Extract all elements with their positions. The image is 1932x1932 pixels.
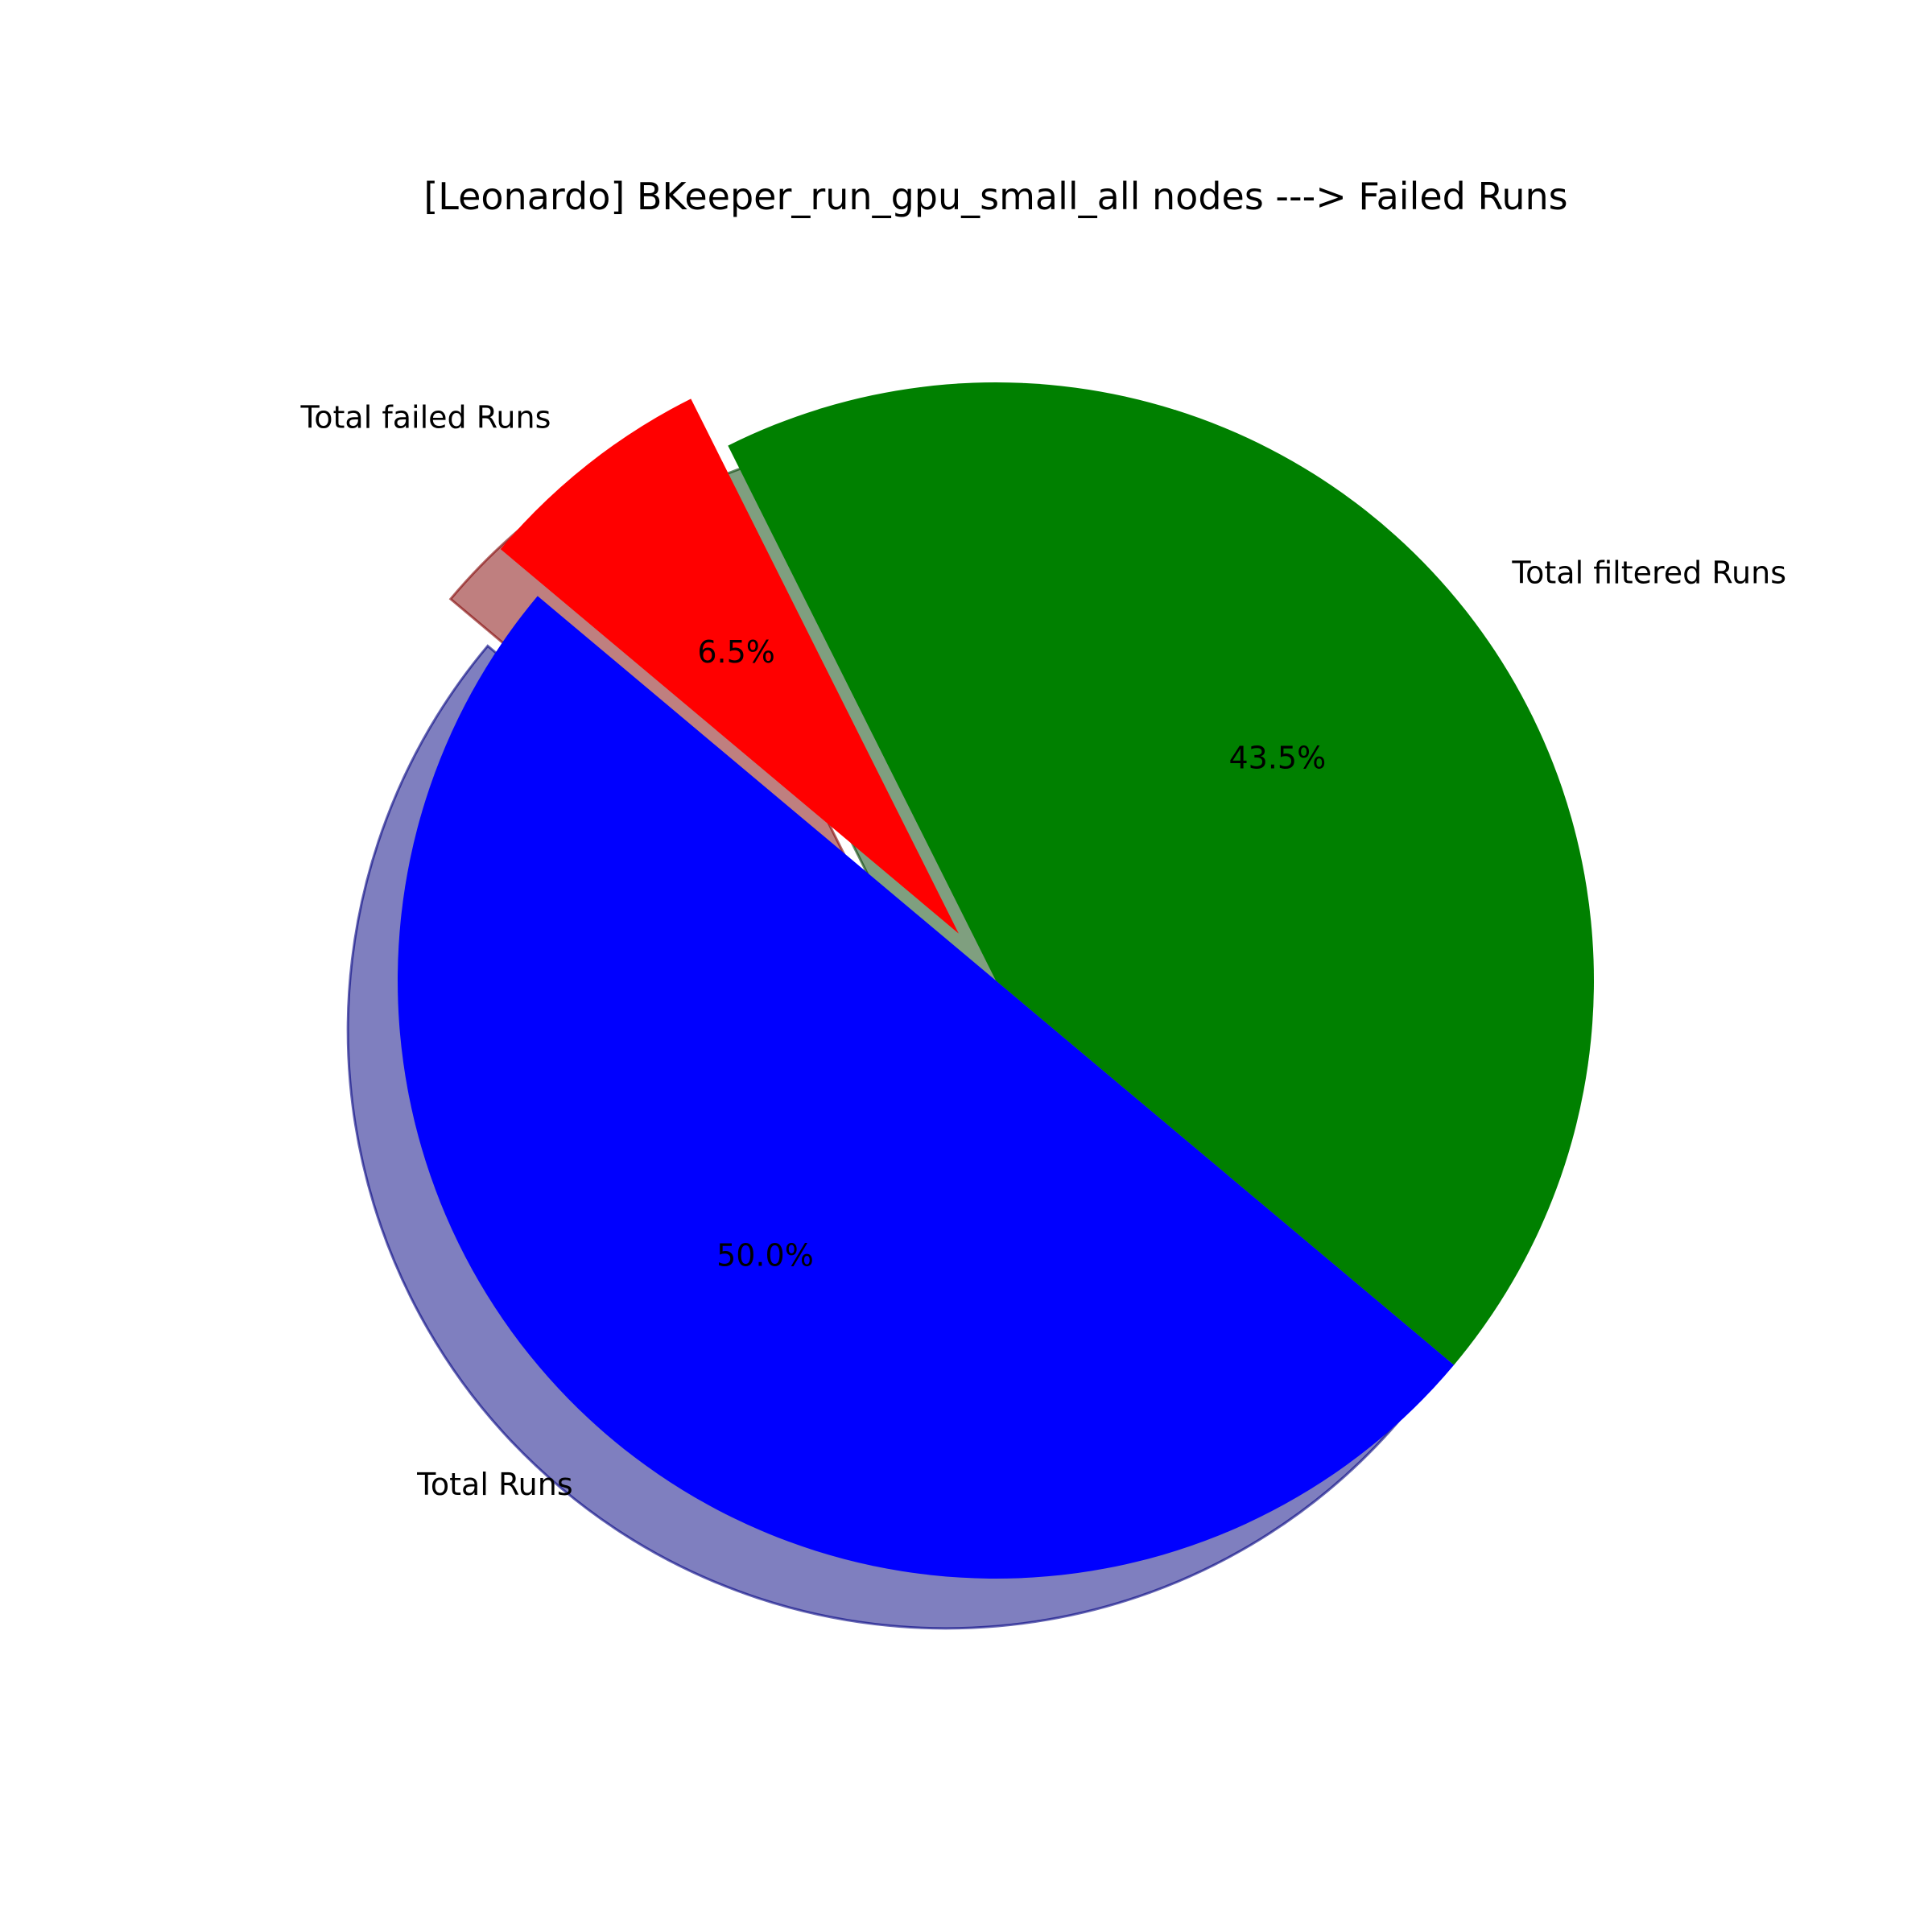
percent-label-total-filtered-runs: 43.5%	[1228, 741, 1326, 776]
slice-label-total-filtered-runs: Total filtered Runs	[1511, 555, 1786, 590]
slice-total-failed-runs	[500, 398, 959, 934]
percent-label-total-runs: 50.0%	[716, 1238, 814, 1274]
slice-total-filtered-runs	[728, 382, 1595, 1365]
slice-label-total-runs: Total Runs	[416, 1467, 573, 1502]
labels: Total Runs 50.0% Total filtered Runs 43.5% T…	[300, 399, 1786, 1502]
slices	[398, 382, 1595, 1579]
chart-title: [Leonardo] BKeeper_run_gpu_small_all nod…	[423, 175, 1567, 218]
percent-label-total-failed-runs: 6.5%	[697, 634, 775, 670]
slice-label-total-failed-runs: Total failed Runs	[300, 399, 551, 435]
slice-total-runs	[398, 596, 1455, 1579]
